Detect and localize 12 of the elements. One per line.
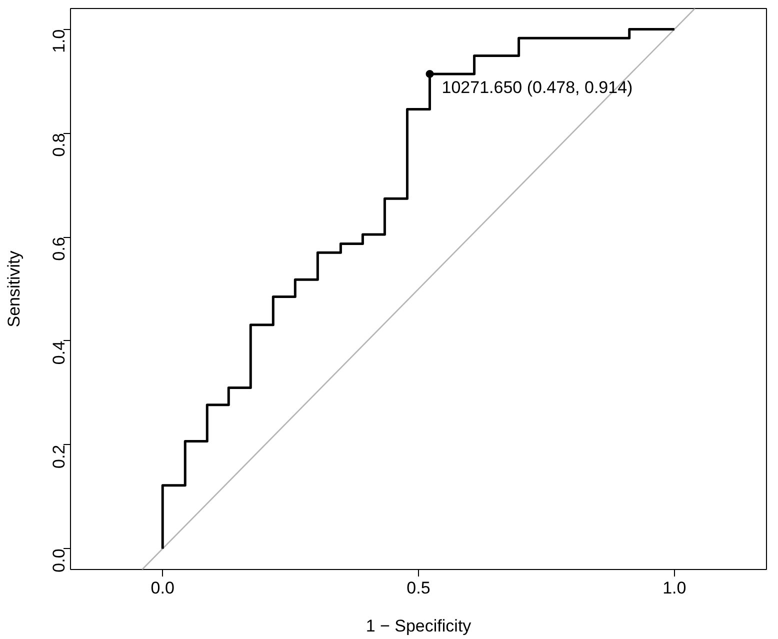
x-tick-label: 0.5 bbox=[406, 578, 430, 598]
x-tick-label: 1.0 bbox=[662, 578, 686, 598]
y-tick-label: 0.0 bbox=[50, 548, 68, 572]
y-tick-label: 0.4 bbox=[50, 340, 68, 365]
y-tick-label: 1.0 bbox=[50, 29, 68, 53]
x-tick-label: 0.0 bbox=[150, 578, 174, 598]
x-axis-title: 1 − Specificity bbox=[366, 616, 472, 636]
annotation: 10271.650 (0.478, 0.914) bbox=[442, 78, 633, 97]
y-tick-label: 0.8 bbox=[50, 133, 68, 157]
y-axis-title: Sensitivity bbox=[4, 250, 24, 328]
y-tick-label: 0.6 bbox=[50, 237, 68, 261]
y-tick-label: 0.2 bbox=[50, 444, 68, 468]
